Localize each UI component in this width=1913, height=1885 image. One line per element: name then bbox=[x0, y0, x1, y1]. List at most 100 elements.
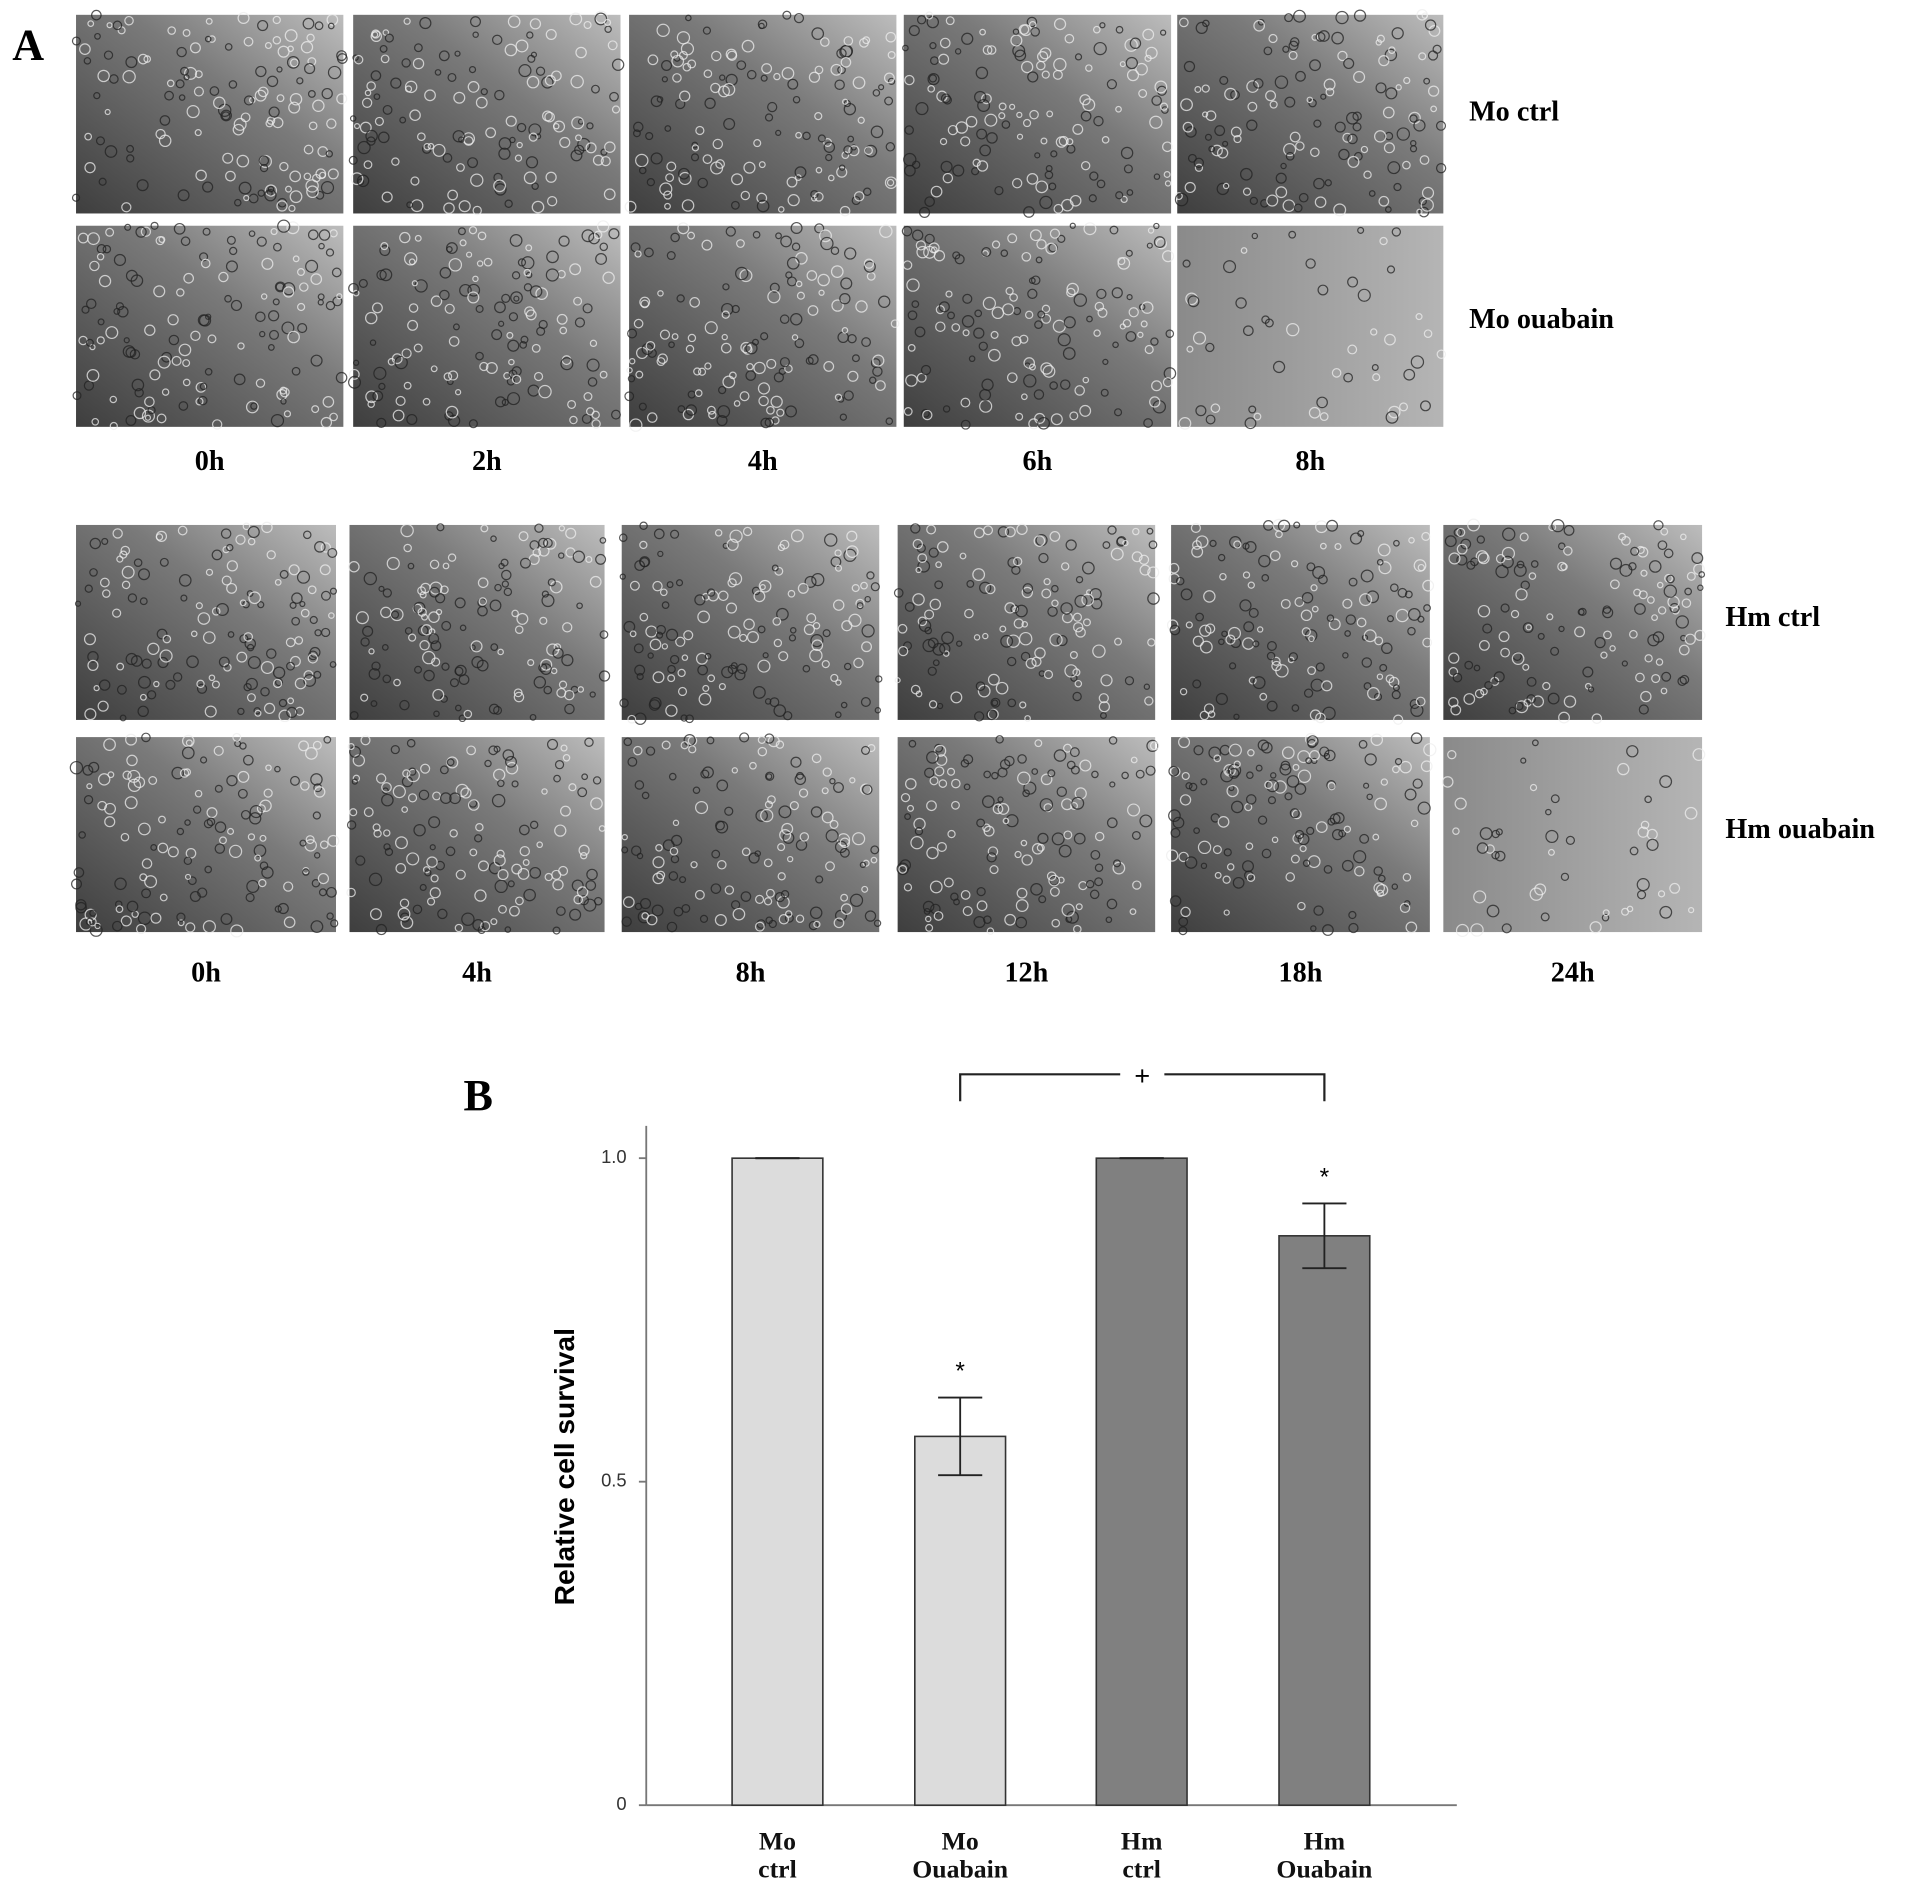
cell bbox=[1184, 181, 1196, 194]
cell bbox=[267, 344, 275, 351]
cell bbox=[822, 767, 832, 777]
cell bbox=[1047, 606, 1058, 617]
cell bbox=[668, 341, 675, 349]
cell bbox=[975, 66, 989, 80]
cell bbox=[758, 161, 766, 169]
cell bbox=[243, 632, 254, 642]
cell bbox=[1609, 645, 1616, 652]
cell bbox=[1376, 34, 1385, 43]
cell bbox=[657, 550, 664, 558]
cell bbox=[503, 372, 511, 380]
cell bbox=[976, 818, 986, 828]
cell bbox=[335, 371, 348, 384]
cell bbox=[760, 74, 768, 82]
cell bbox=[1021, 854, 1033, 866]
micrograph bbox=[1443, 518, 1706, 724]
cell bbox=[979, 581, 992, 594]
cell bbox=[1243, 621, 1255, 633]
cell bbox=[1038, 552, 1049, 564]
cell bbox=[1375, 82, 1387, 94]
cell bbox=[447, 72, 457, 82]
cell bbox=[189, 42, 201, 54]
cell bbox=[1388, 46, 1396, 54]
cell bbox=[211, 419, 223, 430]
cell bbox=[1516, 560, 1525, 569]
cell bbox=[947, 829, 956, 839]
cell bbox=[610, 409, 621, 420]
cell bbox=[1019, 701, 1027, 709]
cell bbox=[702, 26, 712, 35]
cell bbox=[1288, 652, 1299, 662]
cell bbox=[226, 582, 238, 594]
cell bbox=[679, 876, 687, 884]
cell bbox=[113, 307, 121, 315]
cell bbox=[423, 143, 431, 151]
cell bbox=[208, 674, 216, 682]
cell bbox=[507, 339, 520, 352]
cell bbox=[870, 125, 884, 139]
cell bbox=[951, 323, 961, 332]
cell bbox=[439, 289, 450, 301]
cell bbox=[364, 89, 372, 97]
cell bbox=[562, 754, 571, 762]
cell bbox=[1165, 849, 1179, 862]
cell bbox=[724, 885, 735, 895]
cell bbox=[274, 578, 282, 586]
cell bbox=[633, 318, 644, 329]
cell bbox=[904, 813, 911, 820]
cell bbox=[89, 909, 97, 917]
cell bbox=[735, 266, 749, 281]
cell bbox=[1287, 656, 1295, 664]
cell bbox=[214, 843, 226, 854]
cell bbox=[286, 55, 300, 69]
cell bbox=[634, 780, 645, 790]
cell bbox=[706, 405, 716, 415]
cell bbox=[736, 663, 748, 675]
cell bbox=[320, 416, 333, 429]
cell bbox=[307, 90, 316, 98]
cell bbox=[534, 523, 544, 533]
cell bbox=[792, 95, 801, 104]
cell bbox=[260, 293, 268, 300]
cell bbox=[1374, 797, 1388, 811]
cell bbox=[198, 314, 212, 327]
cell bbox=[1030, 26, 1040, 37]
cell bbox=[265, 119, 274, 128]
cell bbox=[378, 585, 385, 592]
cell bbox=[126, 144, 135, 153]
cell bbox=[1301, 591, 1314, 604]
cell bbox=[925, 11, 934, 20]
cell bbox=[410, 176, 420, 186]
cell bbox=[743, 161, 756, 174]
cell bbox=[885, 417, 894, 425]
cell bbox=[946, 767, 956, 776]
cell bbox=[1364, 753, 1377, 766]
cell bbox=[1621, 907, 1630, 916]
cell bbox=[992, 803, 1004, 815]
cell bbox=[126, 900, 139, 913]
cell bbox=[1402, 160, 1411, 170]
cell bbox=[862, 859, 870, 867]
x-tick-label-box: Hm Ouabain bbox=[1276, 1827, 1372, 1883]
cell bbox=[1628, 562, 1637, 571]
cell bbox=[731, 173, 744, 186]
cell bbox=[998, 102, 1007, 111]
cell bbox=[224, 43, 233, 51]
cell bbox=[1343, 825, 1352, 833]
cell bbox=[442, 153, 453, 163]
cell bbox=[286, 706, 298, 719]
cell bbox=[282, 286, 295, 298]
cell bbox=[899, 859, 912, 871]
cell bbox=[568, 783, 577, 792]
cell bbox=[661, 740, 671, 750]
cell bbox=[1345, 614, 1357, 625]
cell bbox=[725, 73, 738, 86]
cell bbox=[1271, 836, 1279, 844]
cell bbox=[577, 137, 591, 152]
cell bbox=[229, 246, 238, 256]
cell bbox=[955, 121, 969, 134]
cell bbox=[671, 333, 679, 341]
cell bbox=[166, 79, 175, 88]
cell bbox=[676, 294, 685, 303]
cell bbox=[195, 381, 207, 393]
